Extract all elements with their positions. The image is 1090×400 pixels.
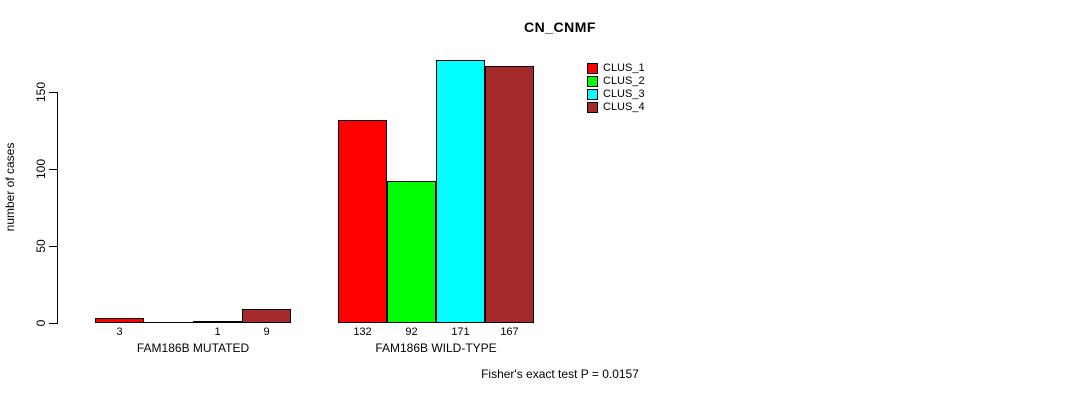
bar-clus_2-wild-type — [387, 181, 436, 323]
y-tick — [49, 91, 58, 93]
y-tick-label: 150 — [34, 81, 48, 103]
group-label-fam186b-mutated: FAM186B MUTATED — [136, 341, 250, 355]
group-label-fam186b-wild-type: FAM186B WILD-TYPE — [375, 341, 497, 355]
legend-item: CLUS_2 — [587, 75, 645, 88]
bar-clus_3-wild-type — [436, 60, 485, 323]
y-tick-label: 0 — [34, 319, 48, 327]
bar-value-label: 92 — [405, 326, 418, 338]
legend-item: CLUS_1 — [587, 62, 645, 75]
legend-swatch-clus_3 — [587, 89, 598, 100]
legend-label: CLUS_1 — [603, 62, 645, 74]
fisher-test-annotation: Fisher's exact test P = 0.0157 — [481, 367, 639, 381]
legend-label: CLUS_4 — [603, 101, 645, 113]
bar-clus_3-mutated — [193, 321, 242, 323]
bar-value-label: 167 — [500, 326, 519, 338]
legend-swatch-clus_2 — [587, 76, 598, 87]
chart-title: CN_CNMF — [524, 19, 596, 35]
legend-item: CLUS_3 — [587, 88, 645, 101]
legend-label: CLUS_3 — [603, 88, 645, 100]
bar-value-label: 171 — [451, 326, 470, 338]
legend-swatch-clus_1 — [587, 63, 598, 74]
y-axis-line — [57, 92, 58, 323]
bar-clus_1-wild-type — [338, 120, 387, 323]
legend-label: CLUS_2 — [603, 75, 645, 87]
legend: CLUS_1 CLUS_2 CLUS_3 CLUS_4 — [587, 62, 645, 114]
bar-clus_1-mutated — [95, 318, 144, 323]
y-axis-label: number of cases — [3, 142, 17, 232]
y-tick — [49, 322, 58, 324]
bar-clus_4-wild-type — [485, 66, 534, 323]
y-tick — [49, 168, 58, 170]
bar-value-label: 1 — [214, 326, 221, 338]
bar-value-label: 9 — [263, 326, 270, 338]
y-tick-label: 100 — [34, 158, 48, 180]
legend-item: CLUS_4 — [587, 101, 645, 114]
bar-value-label: 132 — [353, 326, 372, 338]
bar-value-label: 3 — [116, 326, 123, 338]
y-tick — [49, 245, 58, 247]
y-tick-label: 50 — [34, 239, 48, 253]
bar-clus_4-mutated — [242, 309, 291, 323]
legend-swatch-clus_4 — [587, 102, 598, 113]
